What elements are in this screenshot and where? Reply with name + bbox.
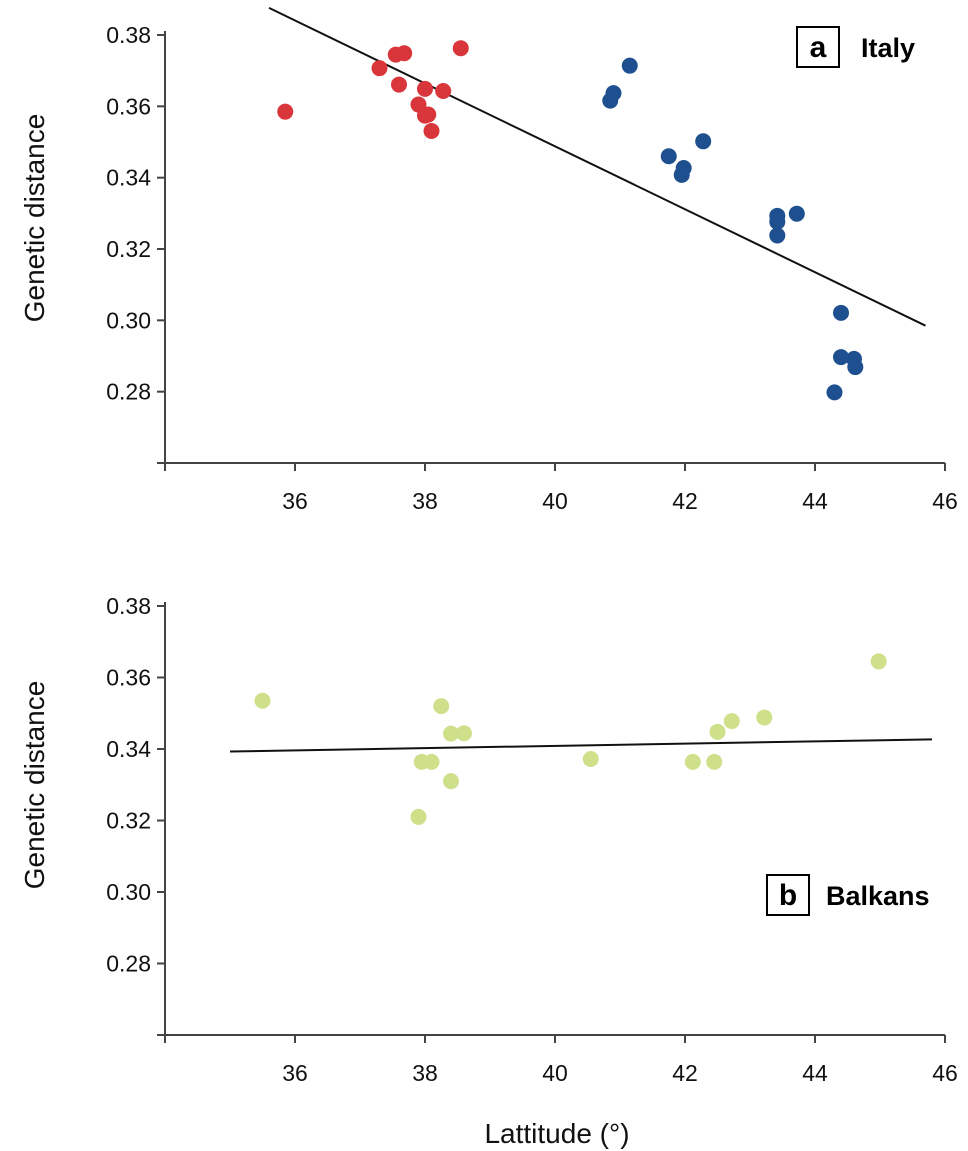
- y-tick-label: 0.34: [106, 165, 151, 191]
- data-point: [870, 653, 887, 670]
- data-point: [452, 40, 469, 57]
- y-tick-label: 0.34: [106, 736, 151, 762]
- data-point: [847, 359, 864, 376]
- y-tick-label: 0.36: [106, 93, 151, 119]
- x-tick-label: 44: [802, 488, 828, 514]
- panel-a-letter: a: [810, 31, 827, 64]
- data-point: [684, 753, 701, 770]
- data-point: [605, 85, 622, 102]
- data-point: [769, 227, 786, 244]
- data-point: [675, 160, 692, 177]
- data-point: [706, 753, 723, 770]
- data-point: [621, 57, 638, 74]
- x-tick-label: 38: [412, 1060, 438, 1086]
- data-point: [417, 80, 433, 97]
- y-tick-label: 0.30: [106, 307, 151, 333]
- data-point: [769, 213, 786, 230]
- y-tick-label: 0.30: [106, 879, 151, 905]
- panel-a-letter-box: [796, 26, 840, 68]
- data-point: [756, 709, 773, 726]
- data-point: [443, 773, 459, 790]
- data-point: [833, 304, 849, 321]
- data-point: [582, 751, 599, 768]
- data-point: [410, 808, 427, 825]
- data-point: [826, 384, 843, 401]
- panel-b-y-axis-title: Genetic distance: [19, 681, 50, 890]
- data-point: [660, 148, 677, 165]
- x-tick-label: 46: [932, 1060, 958, 1086]
- x-tick-label: 38: [412, 488, 438, 514]
- data-point: [420, 106, 437, 123]
- panel-b-balkans: 0.28 0.30 0.32 0.34 0.36 0.38 36 38 40 42 44 46: [106, 593, 958, 1086]
- data-point: [443, 725, 459, 742]
- data-point: [723, 713, 740, 730]
- data-point: [456, 725, 472, 742]
- data-point: [396, 45, 413, 62]
- panel-b-letter: b: [779, 879, 797, 912]
- panel-a-italy: 0.28 0.30 0.32 0.34 0.36 0.38 36 38 40 42 44 46: [106, 6, 958, 514]
- x-tick-label: 40: [542, 1060, 568, 1086]
- panel-b-label: b Balkans: [766, 874, 930, 916]
- data-point: [371, 60, 388, 77]
- x-tick-label: 40: [542, 488, 568, 514]
- data-point: [433, 698, 450, 715]
- y-tick-label: 0.38: [106, 22, 151, 48]
- x-tick-label: 42: [672, 1060, 698, 1086]
- x-tick-label: 42: [672, 488, 698, 514]
- data-point: [277, 103, 294, 120]
- x-tick-label: 46: [932, 488, 958, 514]
- x-tick-label: 44: [802, 1060, 828, 1086]
- y-tick-label: 0.28: [106, 379, 151, 405]
- data-point: [435, 82, 452, 99]
- data-point: [423, 122, 440, 139]
- data-point: [391, 76, 407, 93]
- panel-a-y-axis-title: Genetic distance: [19, 114, 50, 323]
- y-tick-label: 0.38: [106, 593, 151, 619]
- data-point: [788, 205, 805, 222]
- data-point: [423, 753, 440, 770]
- x-axis-title: Lattitude (°): [484, 1118, 629, 1149]
- panel-a-name: Italy: [861, 33, 915, 63]
- y-tick-label: 0.36: [106, 665, 151, 691]
- panel-b-letter-box: [766, 874, 810, 916]
- y-tick-label: 0.32: [106, 808, 151, 834]
- data-point: [709, 723, 726, 740]
- panel-a-label: a Italy: [796, 26, 915, 68]
- data-point: [254, 692, 271, 709]
- y-tick-label: 0.32: [106, 236, 151, 262]
- data-point: [695, 133, 712, 150]
- panel-b-name: Balkans: [826, 881, 930, 911]
- x-tick-label: 36: [282, 1060, 308, 1086]
- trend-line: [229, 738, 933, 753]
- data-point: [833, 349, 849, 366]
- y-tick-label: 0.28: [106, 951, 151, 977]
- x-tick-label: 36: [282, 488, 308, 514]
